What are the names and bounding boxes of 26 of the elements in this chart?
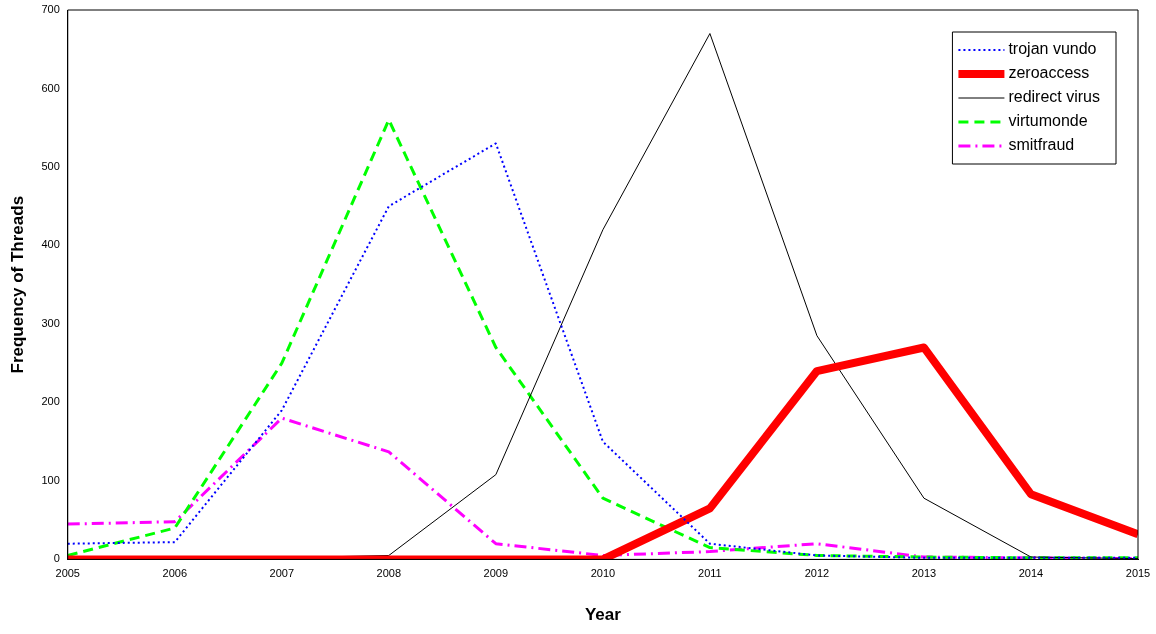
legend-label: redirect virus: [1008, 88, 1100, 106]
x-tick-label: 2014: [1018, 567, 1044, 580]
legend-label: trojan vundo: [1008, 40, 1097, 58]
x-tick-label: 2009: [483, 567, 509, 580]
y-tick-label: 300: [41, 316, 60, 329]
y-tick-label: 400: [41, 238, 60, 251]
y-axis-title: Frequency of Threads: [7, 195, 27, 374]
y-tick-label: 0: [53, 552, 60, 565]
x-tick-label: 2007: [269, 567, 295, 580]
x-tick-label: 2005: [55, 567, 80, 580]
y-tick-label: 100: [41, 473, 60, 486]
y-tick-label: 500: [41, 160, 60, 172]
legend-label: smitfraud: [1008, 136, 1075, 154]
legend-label: zeroaccess: [1008, 64, 1090, 82]
y-tick-label: 600: [41, 81, 60, 94]
y-tick-label: 700: [41, 3, 60, 16]
x-tick-label: 2013: [911, 567, 937, 580]
legend-label: virtumonde: [1008, 112, 1088, 130]
y-tick-label: 200: [41, 395, 60, 408]
x-tick-label: 2006: [162, 567, 188, 580]
x-tick-label: 2011: [698, 567, 722, 580]
x-tick-label: 2010: [590, 567, 616, 580]
x-tick-label: 2012: [804, 567, 830, 580]
x-axis-title: Year: [584, 605, 622, 625]
x-tick-label: 2008: [376, 567, 402, 580]
x-tick-label: 2015: [1125, 567, 1151, 580]
